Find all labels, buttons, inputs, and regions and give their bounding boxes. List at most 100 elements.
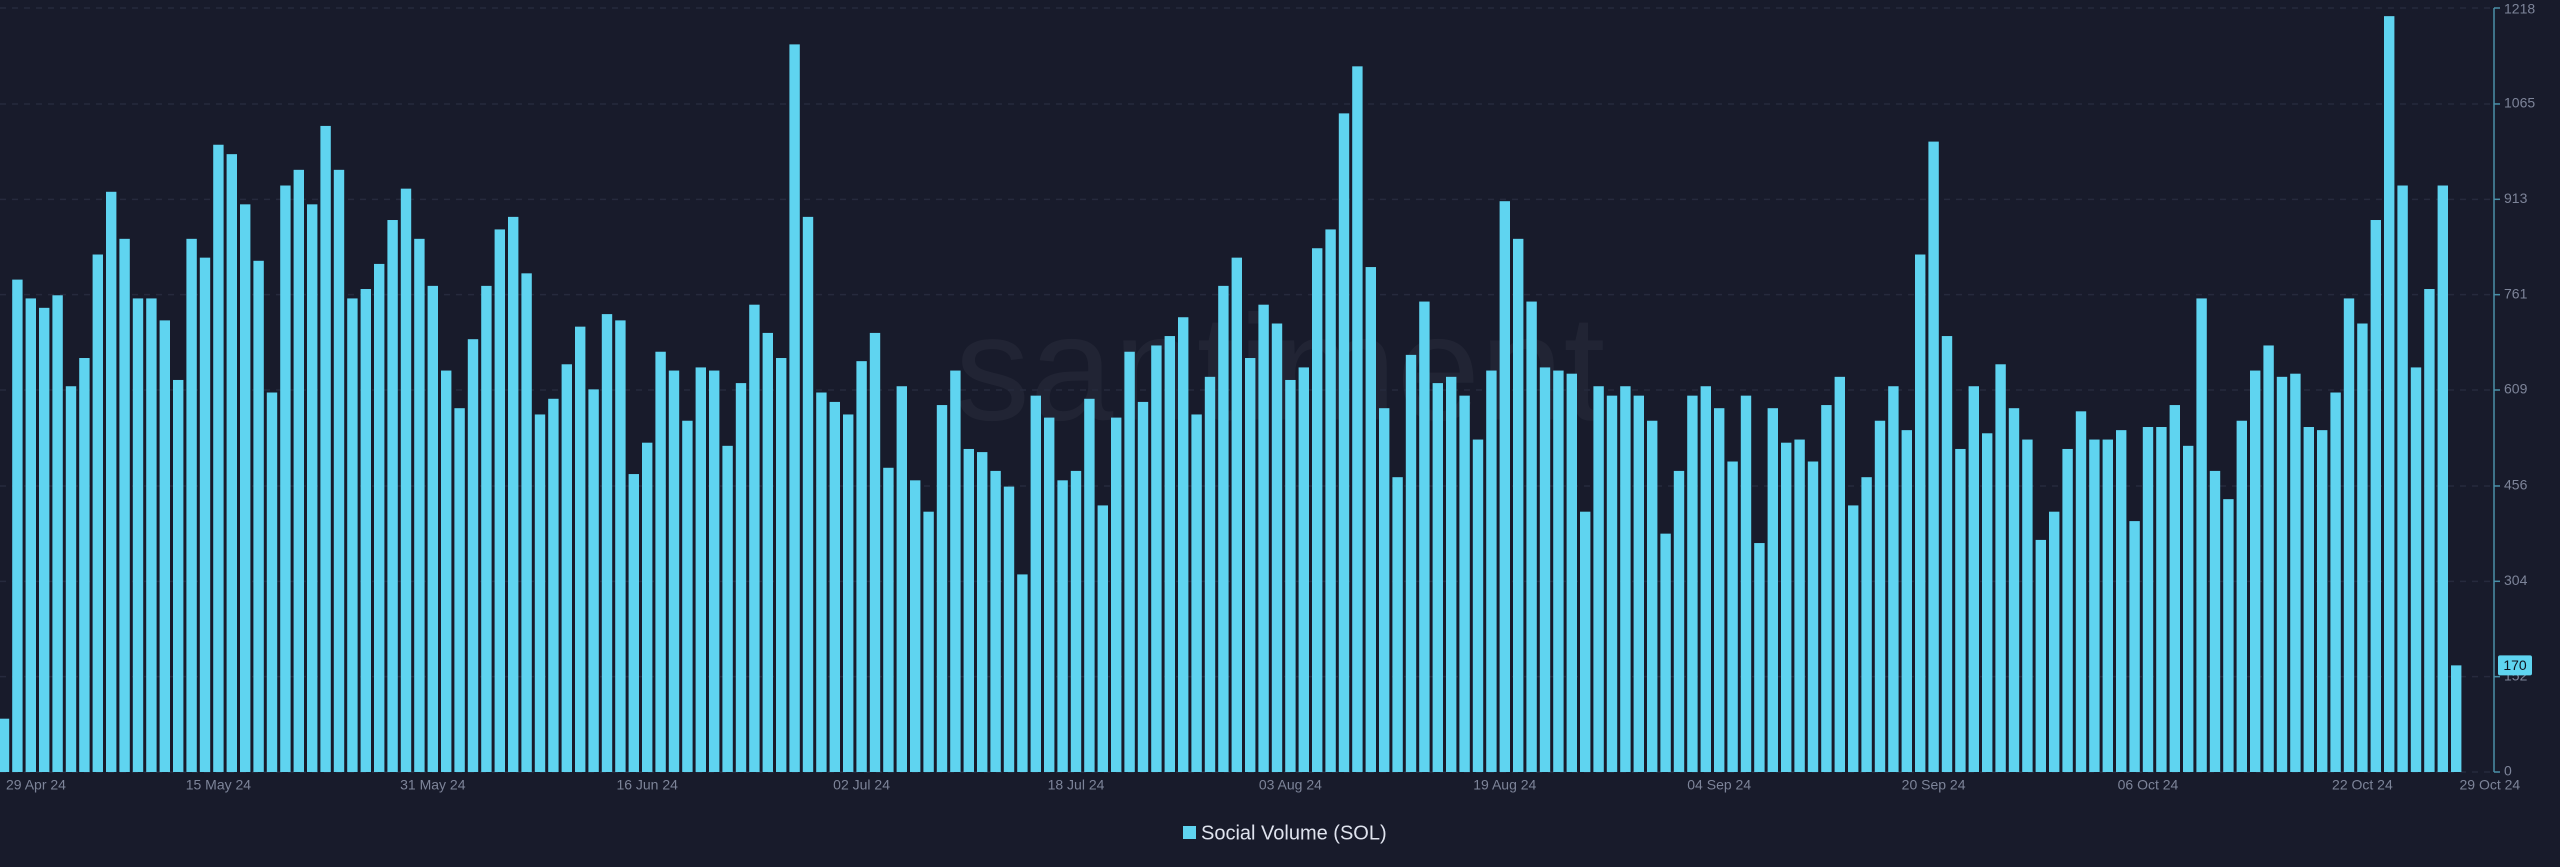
bar xyxy=(695,367,706,772)
bar xyxy=(52,295,63,772)
y-tick-label: 456 xyxy=(2504,477,2528,493)
bar xyxy=(722,445,733,772)
bar xyxy=(360,289,371,772)
bar xyxy=(1580,511,1591,772)
x-tick-label: 22 Oct 24 xyxy=(2332,777,2393,793)
bar xyxy=(762,332,773,772)
bar xyxy=(1807,461,1819,772)
bar xyxy=(1044,417,1055,772)
bar xyxy=(1687,395,1698,772)
bar xyxy=(387,220,398,773)
bar xyxy=(1513,238,1524,772)
bar xyxy=(1312,248,1323,772)
bar xyxy=(1325,229,1336,772)
bar xyxy=(1070,470,1082,772)
bar xyxy=(1405,354,1417,772)
bar xyxy=(802,216,814,773)
bar xyxy=(2156,427,2167,772)
y-tick-label: 1065 xyxy=(2504,95,2535,111)
bar xyxy=(347,298,358,772)
bar xyxy=(1553,370,1564,772)
bar xyxy=(146,298,157,772)
bar xyxy=(2236,420,2247,772)
x-tick-label: 29 Apr 24 xyxy=(6,777,66,793)
bar xyxy=(977,452,988,772)
bar xyxy=(534,414,546,772)
bar xyxy=(776,358,787,772)
bar xyxy=(2008,408,2020,772)
bar xyxy=(1781,442,1792,772)
bar xyxy=(414,238,425,772)
bar xyxy=(990,470,1001,772)
bar xyxy=(1727,461,1738,772)
x-tick-label: 31 May 24 xyxy=(400,777,466,793)
bar xyxy=(2290,373,2301,772)
bar xyxy=(39,307,50,772)
bar xyxy=(2089,439,2100,772)
bar xyxy=(1486,370,1497,772)
bar xyxy=(1245,358,1256,772)
bar xyxy=(1526,301,1537,772)
bar xyxy=(2169,405,2180,772)
bar xyxy=(2317,430,2328,772)
bar xyxy=(79,358,90,772)
bar xyxy=(2303,427,2314,772)
bar xyxy=(441,370,452,772)
bar xyxy=(615,320,626,772)
bar xyxy=(2357,323,2368,772)
bar xyxy=(655,351,666,772)
bar xyxy=(2437,185,2448,772)
bar xyxy=(2075,411,2087,772)
bar xyxy=(213,144,224,773)
bar xyxy=(2035,539,2046,772)
y-tick-label: 0 xyxy=(2504,763,2512,779)
bar xyxy=(1915,254,1926,772)
bar xyxy=(333,169,345,772)
bar xyxy=(1231,257,1242,773)
bar xyxy=(1097,505,1108,772)
bar xyxy=(293,169,304,772)
bar xyxy=(2116,430,2127,772)
bar xyxy=(2223,499,2234,772)
bar xyxy=(1191,414,1202,772)
bar xyxy=(1821,405,1832,772)
bar xyxy=(2343,298,2355,772)
bar xyxy=(1057,480,1068,772)
bar xyxy=(2276,376,2288,772)
bar xyxy=(923,511,934,772)
bar xyxy=(1258,304,1269,772)
bar xyxy=(1204,376,1216,772)
bar xyxy=(1968,386,1979,772)
last-value-label: 170 xyxy=(2503,657,2527,673)
legend: Social Volume (SOL) xyxy=(1183,822,1387,844)
bar xyxy=(2384,16,2395,772)
bar xyxy=(910,480,921,772)
bar xyxy=(2129,521,2140,772)
bar xyxy=(682,420,693,772)
bar xyxy=(199,257,211,773)
bar xyxy=(12,279,23,772)
bar xyxy=(65,386,77,772)
bar xyxy=(119,238,130,772)
legend-label: Social Volume (SOL) xyxy=(1201,822,1387,844)
bar xyxy=(521,273,532,772)
bar xyxy=(588,389,599,772)
bar xyxy=(1030,395,1041,772)
bar xyxy=(374,263,385,772)
x-tick-label: 06 Oct 24 xyxy=(2118,777,2179,793)
bar xyxy=(1151,345,1162,772)
bar xyxy=(266,392,278,772)
bar xyxy=(25,298,36,772)
bar xyxy=(1178,317,1189,772)
bar xyxy=(1365,267,1376,772)
bar xyxy=(1700,386,1711,772)
bar xyxy=(1338,113,1350,772)
bar xyxy=(856,361,867,772)
bar xyxy=(601,314,613,772)
bar xyxy=(1995,364,2006,772)
bar xyxy=(1084,398,1095,772)
y-tick-label: 761 xyxy=(2504,285,2528,301)
y-tick-label: 304 xyxy=(2504,572,2528,588)
bar xyxy=(0,718,10,772)
